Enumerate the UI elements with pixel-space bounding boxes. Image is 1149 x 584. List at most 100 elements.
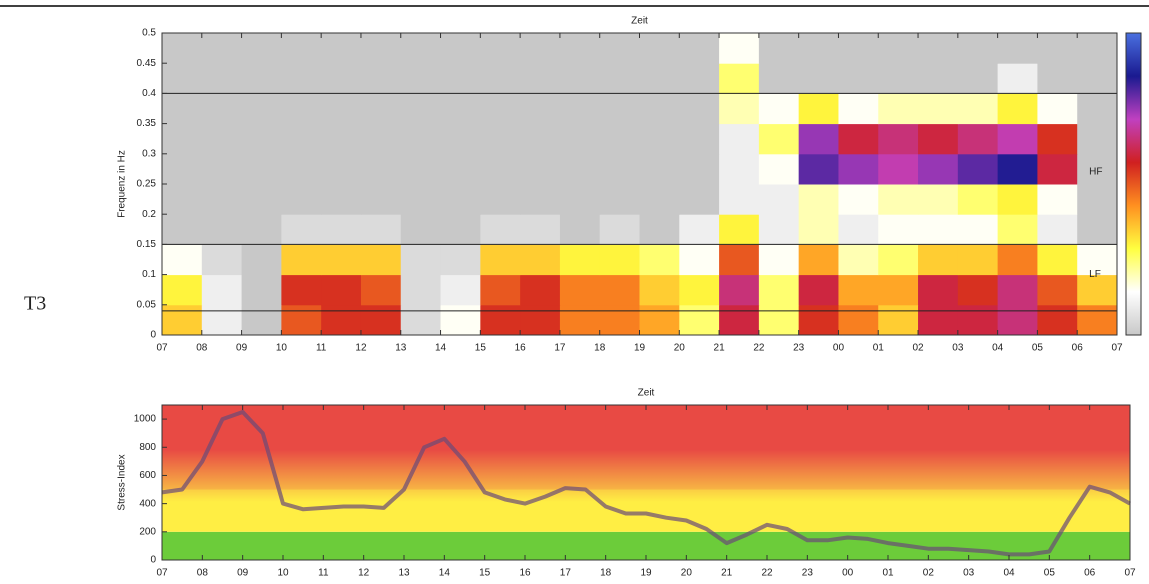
heat-cell <box>957 244 999 276</box>
heat-cell <box>201 153 243 185</box>
heat-cell <box>838 33 879 64</box>
heat-cell <box>321 93 362 125</box>
heat-cell <box>679 304 720 336</box>
heat-cell <box>918 304 959 336</box>
heat-cell <box>162 33 203 64</box>
x-tick-label: 12 <box>358 568 370 579</box>
heat-cell <box>639 93 680 125</box>
heat-cell <box>520 153 561 185</box>
y-tick-label: 0.5 <box>142 28 156 39</box>
heat-cell <box>758 304 800 336</box>
heat-cell <box>480 184 521 215</box>
heat-cell <box>480 304 521 336</box>
heat-cell <box>758 153 800 185</box>
x-tick-label: 15 <box>479 568 491 579</box>
heat-cell <box>1077 153 1118 185</box>
heat-cell <box>957 304 999 336</box>
heat-cell <box>997 244 1038 276</box>
heat-cell <box>360 184 402 215</box>
y-axis-label: Stress-Index <box>117 454 128 510</box>
x-tick-label: 14 <box>439 568 451 579</box>
x-tick-label: 09 <box>237 568 249 579</box>
heat-cell <box>440 153 481 185</box>
heat-cell <box>241 244 282 276</box>
heat-cell <box>480 274 521 306</box>
heat-cell <box>281 33 322 64</box>
heat-cell <box>400 93 442 125</box>
y-tick-label: 0.05 <box>137 299 157 310</box>
x-tick-label: 01 <box>882 568 894 579</box>
heat-cell <box>798 63 839 94</box>
heat-cell <box>321 244 362 276</box>
heat-cell <box>918 274 959 306</box>
heat-cell <box>679 33 720 64</box>
heat-cell <box>639 184 680 215</box>
heat-cell <box>162 184 203 215</box>
heat-cell <box>798 274 839 306</box>
heat-cell <box>1037 63 1078 94</box>
heat-cell <box>838 214 879 245</box>
heat-cell <box>162 153 203 185</box>
heat-cell <box>360 33 402 64</box>
heat-cell <box>599 274 640 306</box>
heat-cell <box>719 244 760 276</box>
heat-cell <box>918 184 959 215</box>
x-tick-label: 21 <box>714 343 726 354</box>
annotation: HF <box>1089 167 1102 178</box>
y-tick-label: 0.3 <box>142 148 156 159</box>
heat-cell <box>838 304 879 336</box>
heat-cell <box>400 214 442 245</box>
x-tick-label: 22 <box>753 343 765 354</box>
heat-cell <box>440 33 481 64</box>
row-label: T3 <box>24 293 46 315</box>
heat-cell <box>599 214 640 245</box>
x-tick-label: 04 <box>1003 568 1015 579</box>
heat-cell <box>400 244 442 276</box>
heat-cell <box>1077 274 1118 306</box>
heat-cell <box>1077 123 1118 155</box>
heat-cell <box>480 63 521 94</box>
heat-cell <box>997 153 1038 185</box>
x-tick-label: 06 <box>1072 343 1084 354</box>
heat-cell <box>360 244 402 276</box>
heat-cell <box>520 93 561 125</box>
heat-cell <box>559 214 601 245</box>
heat-cell <box>480 123 521 155</box>
heat-cell <box>599 63 640 94</box>
heat-cell <box>241 274 282 306</box>
heat-cell <box>241 304 282 336</box>
heat-cell <box>241 63 282 94</box>
heat-cell <box>639 244 680 276</box>
heat-cell <box>1077 304 1118 336</box>
heat-cell <box>559 184 601 215</box>
x-tick-label: 12 <box>355 343 367 354</box>
heat-cell <box>440 214 481 245</box>
x-tick-label: 16 <box>515 343 527 354</box>
x-tick-label: 23 <box>793 343 805 354</box>
heat-cell <box>878 153 919 185</box>
heat-cell <box>719 63 760 94</box>
heat-cell <box>1037 33 1078 64</box>
heat-cell <box>400 184 442 215</box>
y-tick-label: 0.1 <box>142 269 156 280</box>
heat-cell <box>1077 184 1118 215</box>
heat-cell <box>201 214 243 245</box>
heat-cell <box>878 93 919 125</box>
heat-cell <box>360 93 402 125</box>
heat-cell <box>400 274 442 306</box>
heat-cell <box>878 244 919 276</box>
heat-cell <box>798 123 839 155</box>
x-tick-label: 03 <box>963 568 975 579</box>
heat-cell <box>957 274 999 306</box>
heat-cell <box>360 214 402 245</box>
heat-cell <box>201 304 243 336</box>
heat-cell <box>758 184 800 215</box>
heat-cell <box>599 184 640 215</box>
y-tick-label: 0.15 <box>137 239 157 250</box>
heat-cell <box>440 304 481 336</box>
heat-cell <box>918 214 959 245</box>
heat-cell <box>360 123 402 155</box>
x-tick-label: 02 <box>912 343 924 354</box>
heat-cell <box>997 63 1038 94</box>
heat-cell <box>201 244 243 276</box>
